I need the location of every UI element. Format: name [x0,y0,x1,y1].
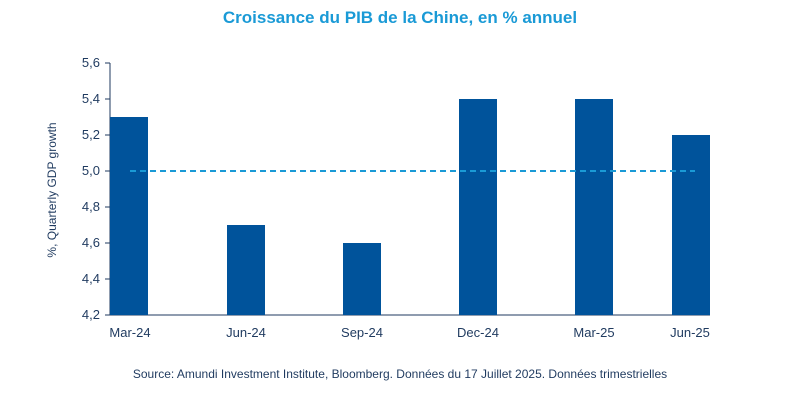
bar-mar-25 [575,99,613,315]
x-tick-label: Jun-25 [670,325,710,340]
bar-dec-24 [459,99,497,315]
y-axis [109,63,710,316]
x-tick-label: Mar-24 [109,325,150,340]
y-tick-label: 5,0 [82,163,100,178]
bar-mar-24 [110,117,148,315]
x-tick-label: Dec-24 [457,325,499,340]
bar-jun-24 [227,225,265,315]
bar-sep-24 [343,243,381,315]
y-tick-label: 4,2 [82,307,100,322]
y-tick-label: 4,8 [82,199,100,214]
y-tick-label: 5,4 [82,91,100,106]
bar-jun-25 [672,135,710,315]
x-tick-label: Mar-25 [573,325,614,340]
x-tick-labels: Mar-24 Jun-24 Sep-24 Dec-24 Mar-25 Jun-25 [109,325,709,340]
y-tick-label: 4,4 [82,271,100,286]
chart-title: Croissance du PIB de la Chine, en % annu… [222,8,578,27]
bars [110,99,710,315]
y-tick-label: 5,2 [82,127,100,142]
y-tick-label: 5,6 [82,55,100,70]
y-tick-labels: 4,2 4,4 4,6 4,8 5,0 5,2 5,4 5,6 [82,55,110,322]
source-note: Source: Amundi Investment Institute, Blo… [132,367,668,381]
x-tick-label: Sep-24 [341,325,383,340]
y-axis-label: %, Quarterly GDP growth [45,122,59,257]
y-tick-label: 4,6 [82,235,100,250]
x-tick-label: Jun-24 [226,325,266,340]
